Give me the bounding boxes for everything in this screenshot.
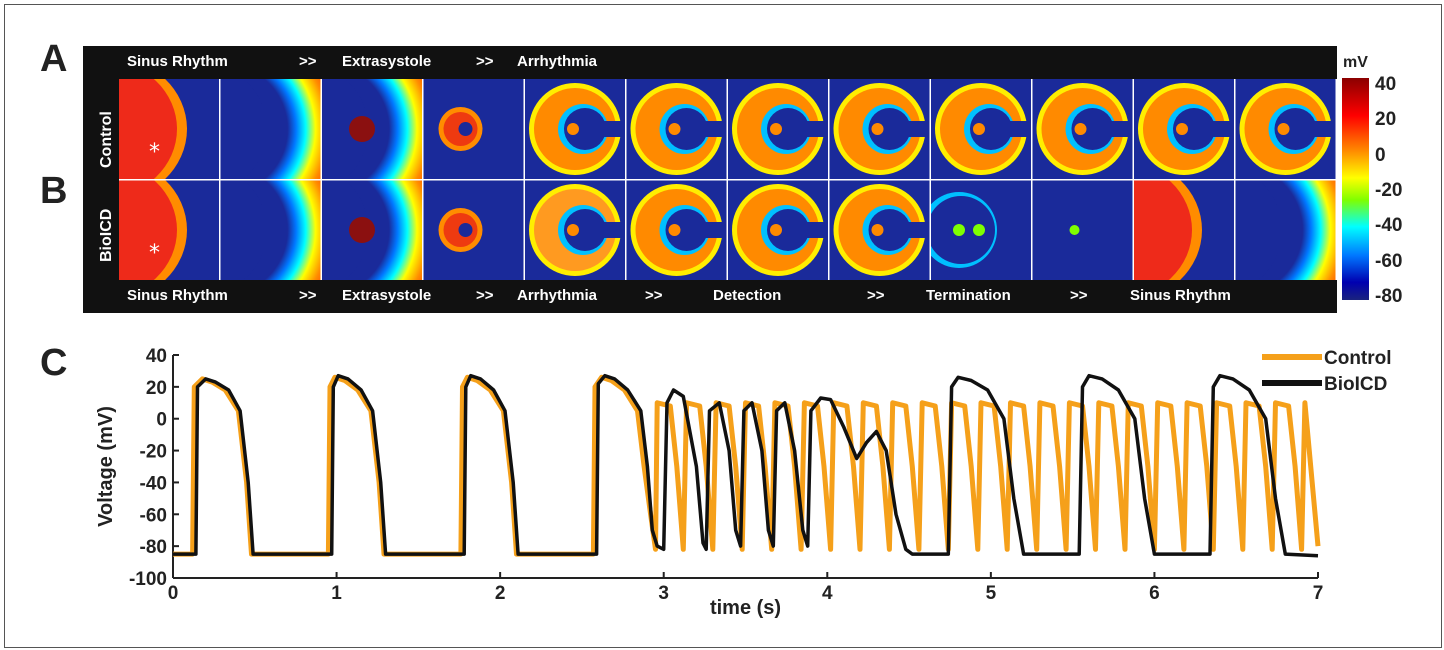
- snapshot-tile: [423, 180, 524, 280]
- snapshot-tile: [1235, 180, 1336, 280]
- snapshot-tile: [220, 180, 321, 280]
- stage-label: Extrasystole: [342, 287, 432, 304]
- y-tick-label: -20: [140, 442, 167, 463]
- stage-label: Detection: [713, 287, 782, 304]
- stage-arrow: >>: [299, 287, 317, 304]
- snapshot-tile: [1235, 79, 1336, 179]
- colorbar-tick-label: -60: [1375, 250, 1403, 272]
- y-tick-label: 40: [146, 346, 167, 367]
- colorbar: [1342, 78, 1369, 300]
- y-tick-label: -100: [129, 569, 167, 590]
- figure-frame: [4, 4, 1442, 648]
- snapshot-tile: [220, 79, 321, 179]
- colorbar-tick-label: -80: [1375, 286, 1403, 307]
- stage-label: Sinus Rhythm: [1130, 287, 1231, 304]
- series-line-bioicd: [173, 373, 1319, 558]
- snapshot-tile: [931, 180, 1032, 280]
- stimulus-marker: *: [149, 241, 160, 266]
- panel-label-b: B: [40, 170, 68, 212]
- snapshot-tile: [931, 79, 1032, 179]
- x-tick-label: 4: [822, 583, 833, 604]
- legend-label: Control: [1324, 348, 1392, 369]
- stage-arrow: >>: [476, 287, 494, 304]
- bottom-stage-strip: Sinus Rhythm >> Extrasystole >> Arrhythm…: [83, 280, 1337, 313]
- stage-label: Extrasystole: [342, 53, 432, 70]
- legend-label: BioICD: [1324, 374, 1387, 395]
- stage-label: Termination: [926, 287, 1011, 304]
- snapshot-tile: [728, 79, 829, 179]
- stage-label: Arrhythmia: [517, 53, 598, 70]
- snapshot-tile: [626, 79, 727, 179]
- series-line-control: [173, 374, 1321, 557]
- stage-label: Sinus Rhythm: [127, 53, 228, 70]
- snapshot-tile: [1032, 79, 1133, 179]
- stimulus-marker: *: [149, 140, 160, 165]
- stage-arrow: >>: [476, 53, 494, 70]
- snapshot-tile: [322, 180, 423, 280]
- colorbar-tick-label: 20: [1375, 109, 1397, 131]
- x-tick-label: 6: [1149, 583, 1160, 604]
- snapshot-tile: [525, 180, 626, 280]
- y-axis-label: Voltage (mV): [95, 406, 117, 527]
- snapshot-tile: [525, 79, 626, 179]
- snapshot-tile: [1134, 180, 1235, 280]
- x-tick-label: 3: [658, 583, 669, 604]
- snapshot-tile: [423, 79, 524, 179]
- y-tick-label: -40: [140, 473, 167, 494]
- y-tick-label: 20: [146, 378, 167, 399]
- colorbar-tick-label: -40: [1375, 215, 1403, 237]
- x-tick-label: 2: [495, 583, 506, 604]
- y-tick-label: -80: [140, 537, 167, 558]
- stage-arrow: >>: [645, 287, 663, 304]
- x-axis-label: time (s): [710, 597, 781, 619]
- x-tick-label: 7: [1313, 583, 1324, 604]
- snapshot-tile: *: [119, 180, 220, 280]
- y-tick-label: -60: [140, 505, 167, 526]
- panel-label-c: C: [40, 342, 68, 384]
- x-tick-label: 1: [331, 583, 342, 604]
- x-tick-label: 0: [168, 583, 179, 604]
- stage-label: Arrhythmia: [517, 287, 598, 304]
- x-tick-label: 5: [986, 583, 997, 604]
- snapshot-tile: [1032, 180, 1133, 280]
- stage-arrow: >>: [299, 53, 317, 70]
- snapshot-tile: [1134, 79, 1235, 179]
- snapshot-tile: [829, 79, 930, 179]
- colorbar-unit: mV: [1343, 54, 1368, 71]
- snapshot-tile: *: [119, 79, 220, 179]
- stage-label: Sinus Rhythm: [127, 287, 228, 304]
- stage-arrow: >>: [1070, 287, 1088, 304]
- snapshot-tile: [626, 180, 727, 280]
- snapshot-tile: [829, 180, 930, 280]
- snapshot-tile: [322, 79, 423, 179]
- stage-arrow: >>: [867, 287, 885, 304]
- colorbar-tick-label: -20: [1375, 180, 1403, 201]
- panel-label-a: A: [40, 38, 68, 80]
- snapshot-tile: [728, 180, 829, 280]
- y-tick-label: 0: [156, 410, 167, 431]
- colorbar-tick-label: 40: [1375, 74, 1397, 95]
- colorbar-tick-label: 0: [1375, 144, 1386, 166]
- top-stage-strip: Sinus Rhythm >> Extrasystole >> Arrhythm…: [83, 46, 1337, 79]
- row-label-strip: [83, 79, 119, 280]
